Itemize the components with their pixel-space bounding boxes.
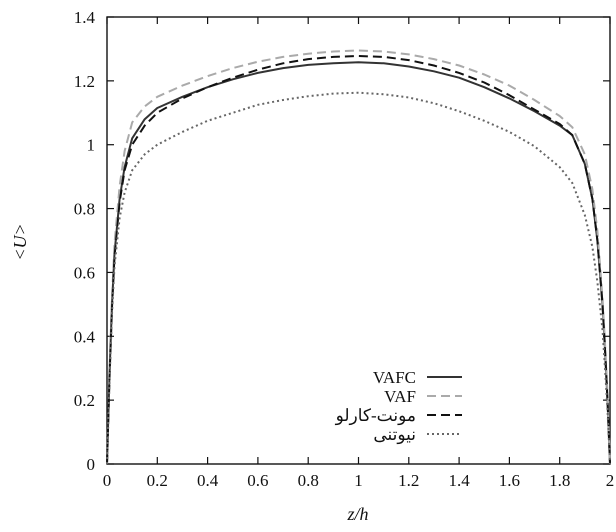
legend-label: VAFC: [373, 368, 416, 387]
y-tick-label: 0.8: [74, 200, 95, 219]
x-tick-label: 0.6: [247, 471, 268, 490]
x-tick-label: 0.4: [197, 471, 219, 490]
y-axis: 0 0.2 0.4 0.6 0.8 1 1.2 1.4: [74, 8, 610, 474]
series-line: [106, 61, 611, 465]
y-tick-label: 1: [87, 136, 96, 155]
x-tick-label: 2: [606, 471, 615, 490]
x-tick-label: 1.2: [398, 471, 419, 490]
series-line: [106, 49, 611, 465]
x-tick-label: 1.4: [448, 471, 470, 490]
y-axis-label: <U>: [10, 223, 30, 260]
legend-label: VAF: [384, 387, 416, 406]
x-tick-label: 0: [103, 471, 112, 490]
y-tick-label: 0.6: [74, 263, 95, 282]
y-tick-label: 1.4: [74, 8, 96, 27]
y-tick-label: 0.2: [74, 391, 95, 410]
x-axis: 0 0.2 0.4 0.6 0.8 1 1.2 1.4 1.6 1.8 2: [103, 17, 615, 490]
x-tick-label: 1.6: [499, 471, 520, 490]
x-tick-label: 0.8: [298, 471, 319, 490]
series-layer: [106, 49, 611, 465]
legend-label: نیوتنی: [373, 425, 416, 445]
y-tick-label: 0.4: [74, 327, 96, 346]
x-tick-label: 1: [354, 471, 363, 490]
x-tick-label: 0.2: [147, 471, 168, 490]
y-tick-label: 0: [87, 455, 96, 474]
y-tick-label: 1.2: [74, 72, 95, 91]
x-tick-label: 1.8: [549, 471, 570, 490]
series-line: [106, 55, 611, 465]
x-axis-label: z/h: [346, 504, 368, 524]
plot-frame: [106, 16, 611, 465]
series-line: [106, 91, 611, 465]
legend-label: مونت-کارلو: [335, 406, 416, 426]
